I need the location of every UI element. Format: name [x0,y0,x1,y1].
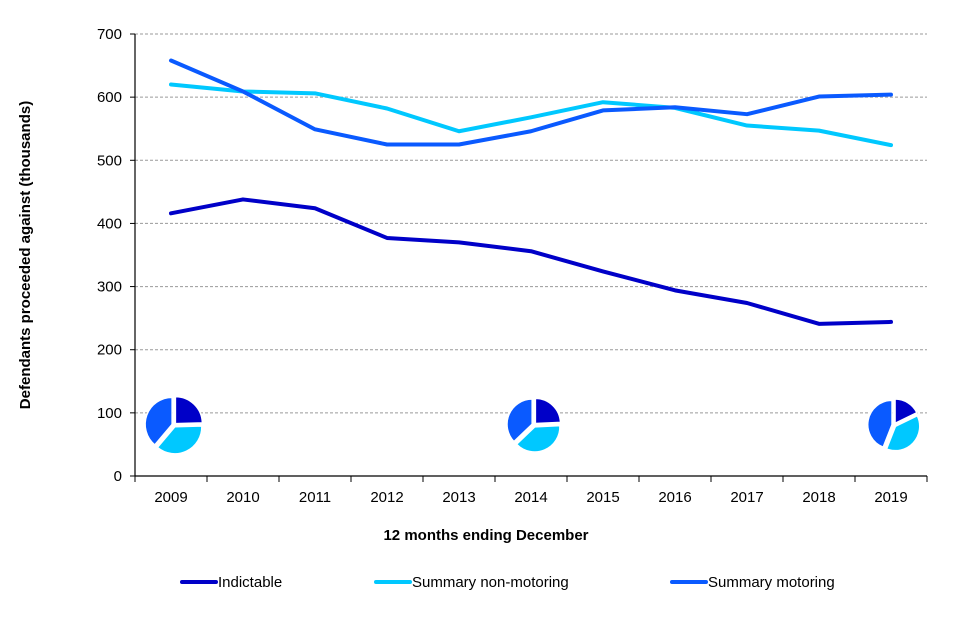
legend-item: Summary non-motoring [374,574,569,591]
y-tick-label: 400 [97,215,122,232]
y-tick-label: 0 [114,468,122,485]
y-axis-title: Defendants proceeded against (thousands) [17,101,34,409]
legend-item: Indictable [180,574,282,591]
pie-slice-summary-motoring [867,399,893,449]
pie-charts [144,395,921,455]
pie-2009 [144,395,204,455]
legend-label: Indictable [218,574,282,591]
pie-slice-indictable [894,398,918,425]
y-tick-label: 300 [97,279,122,296]
y-tick-label: 500 [97,152,122,169]
x-tick-label: 2018 [802,489,835,506]
pie-slice-indictable [174,395,204,425]
y-axis-ticks: 0 100 200 300 400 500 600 700 [97,26,135,485]
pie-slice-summary-motoring [506,398,533,443]
x-tick-label: 2009 [154,489,187,506]
x-axis-title: 12 months ending December [383,527,588,544]
series-line-summary-motoring [169,58,893,147]
pie-slice-indictable [534,397,562,425]
y-tick-label: 200 [97,342,122,359]
x-tick-label: 2010 [226,489,259,506]
y-tick-label: 700 [97,26,122,43]
gridlines [135,33,927,414]
pie-slice-summary-non-motoring [885,414,921,452]
pie-slice-summary-non-motoring [156,425,203,455]
x-tick-label: 2017 [730,489,763,506]
x-tick-label: 2015 [586,489,619,506]
x-tick-label: 2011 [299,489,331,506]
x-tick-label: 2012 [370,489,403,506]
x-axis-ticks: 2009 2010 2011 2012 2013 2014 2015 2016 2017 2018… [134,476,928,506]
pie-2014 [506,397,562,453]
x-tick-label: 2013 [442,489,475,506]
y-tick-label: 600 [97,89,122,106]
legend: Indictable Summary non-motoring Summary mo… [180,574,835,591]
x-tick-label: 2014 [514,489,547,506]
pie-2019 [867,398,921,452]
pie-slice-summary-non-motoring [515,424,561,453]
x-tick-label: 2016 [658,489,691,506]
legend-item: Summary motoring [670,574,835,591]
legend-label: Summary motoring [708,574,835,591]
pie-slice-summary-motoring [144,396,173,447]
series-lines [169,58,893,326]
legend-label: Summary non-motoring [412,574,569,591]
series-line-indictable [169,197,893,326]
x-tick-label: 2019 [874,489,907,506]
series-line-summary-non-motoring [169,82,893,148]
y-tick-label: 100 [97,405,122,422]
